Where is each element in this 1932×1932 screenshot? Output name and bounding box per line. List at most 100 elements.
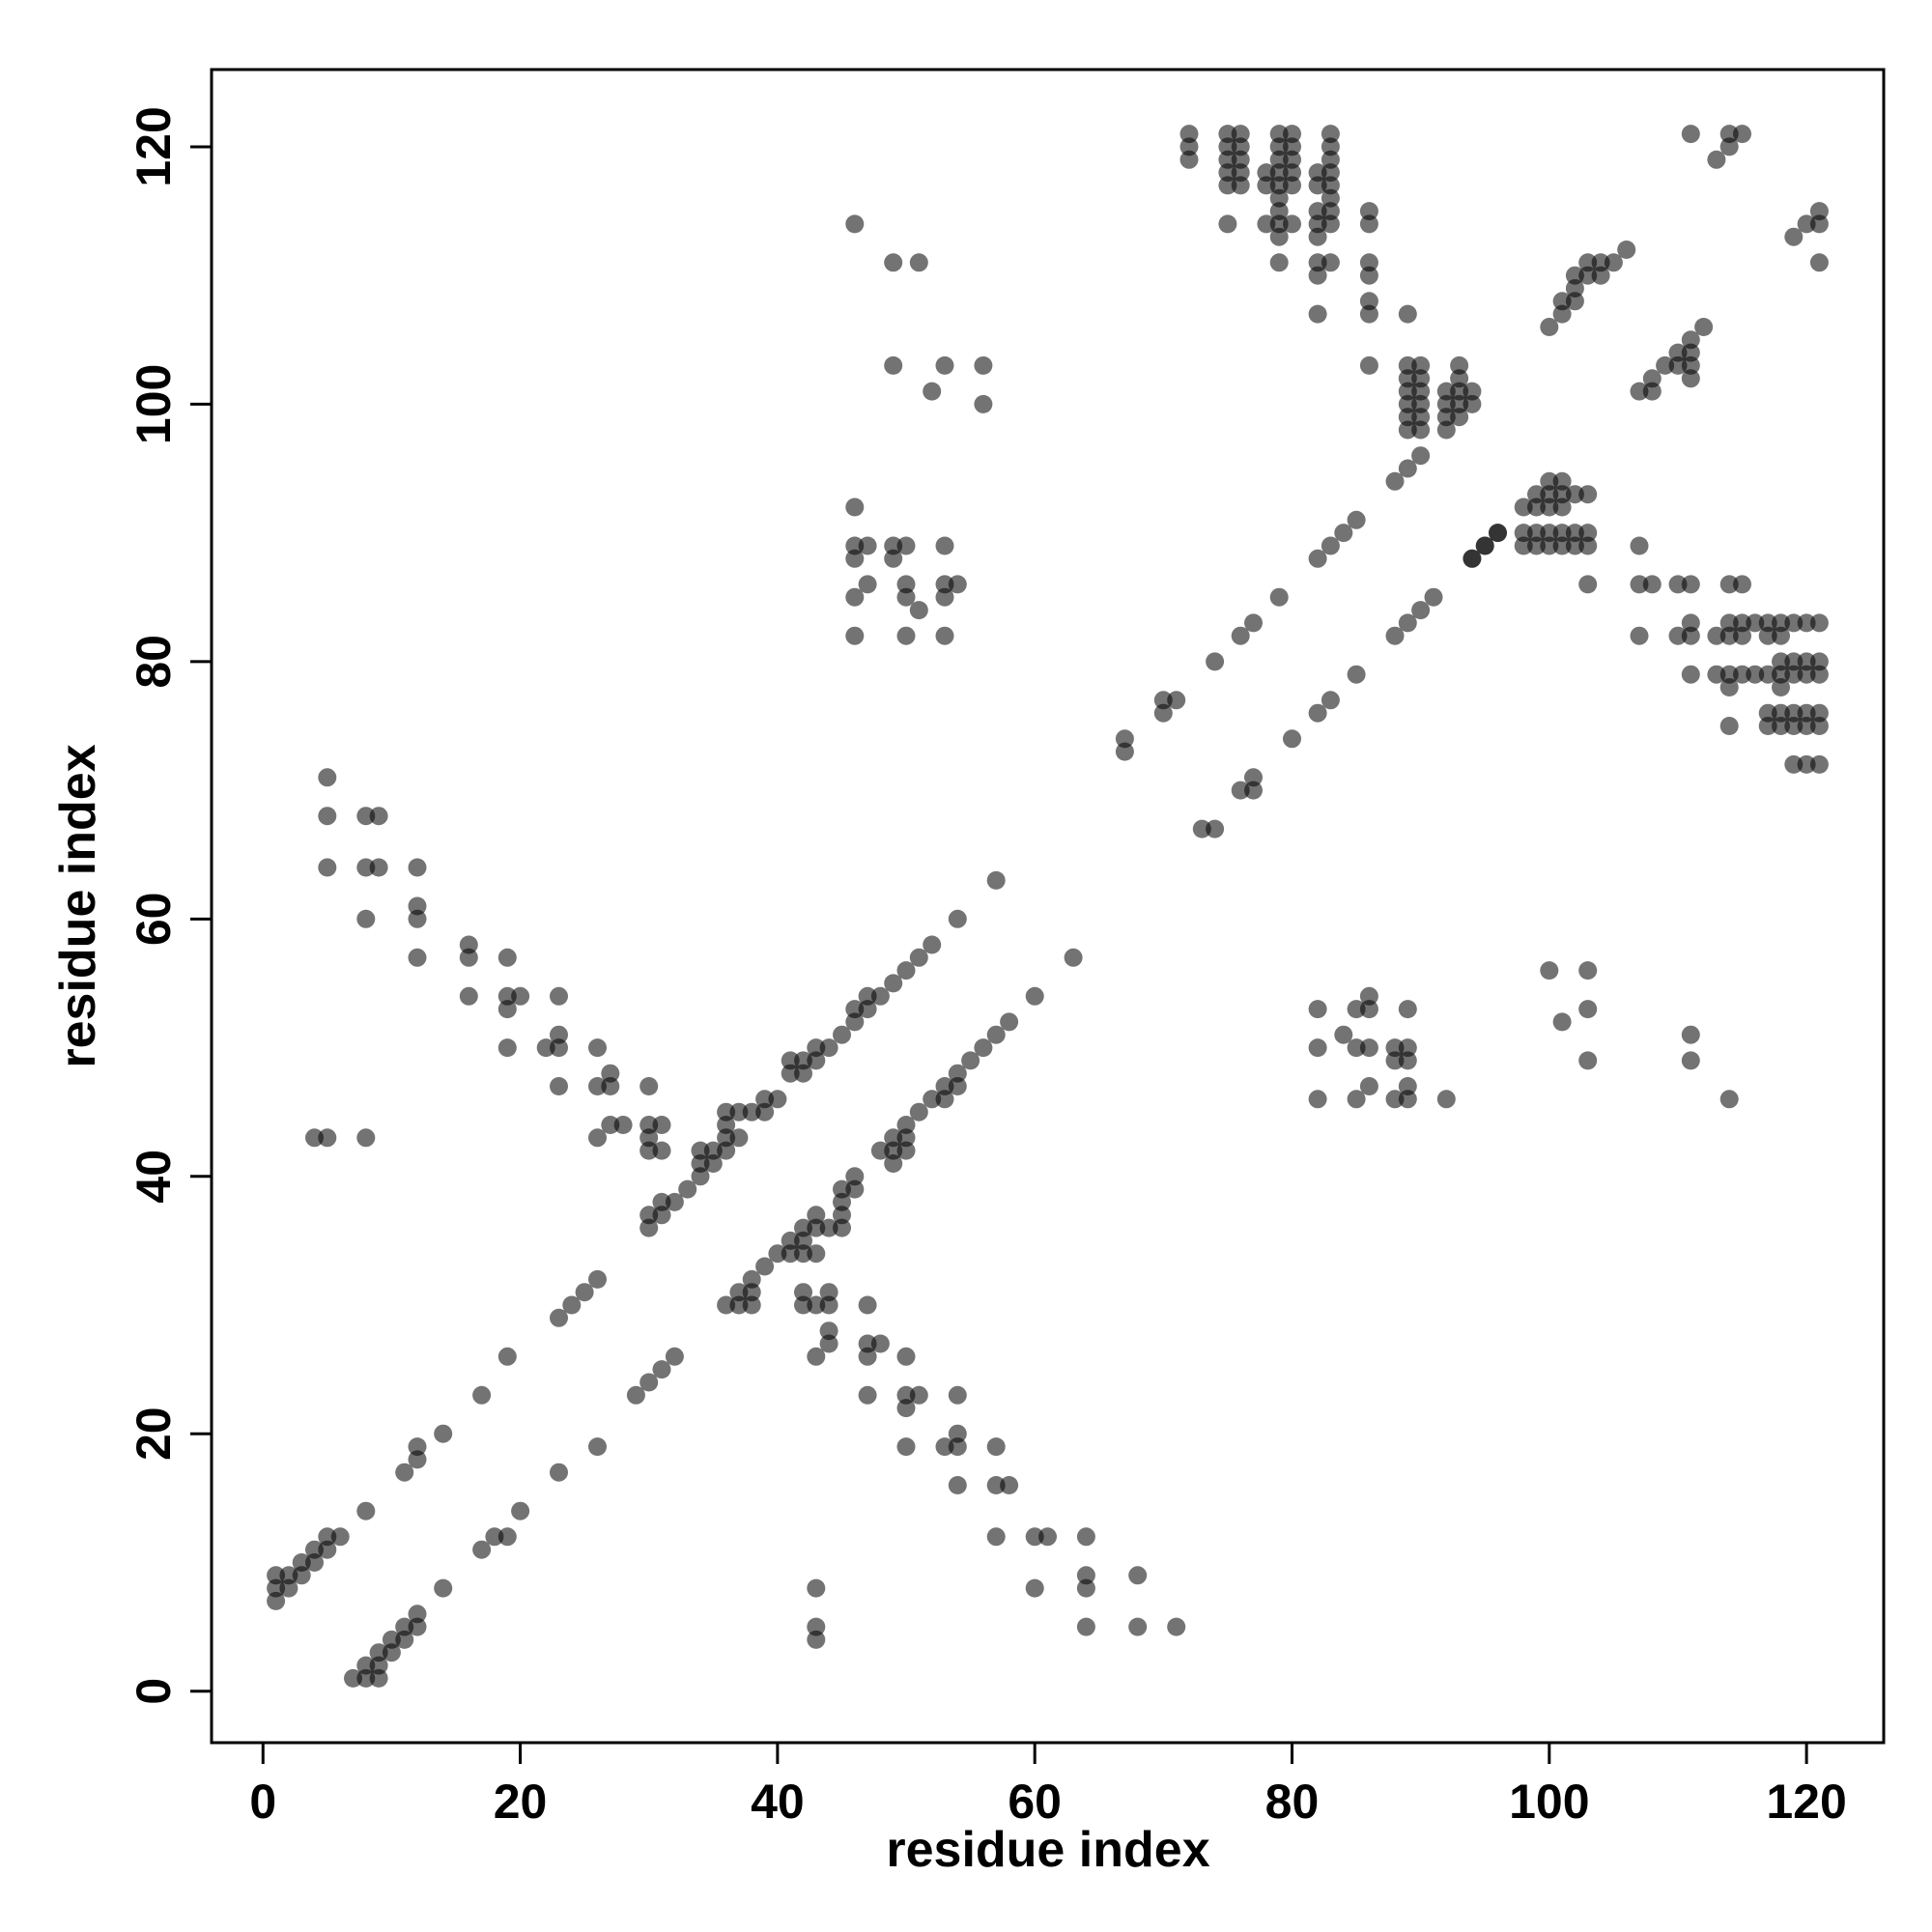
data-point: [845, 1179, 865, 1199]
data-point: [575, 1283, 594, 1302]
data-point: [292, 1566, 311, 1585]
data-point: [1398, 1090, 1417, 1109]
data-point: [948, 1385, 967, 1405]
data-point: [935, 1437, 954, 1457]
data-point: [1475, 536, 1494, 555]
data-point: [601, 1077, 620, 1095]
data-point: [1000, 1012, 1019, 1032]
data-point: [1025, 986, 1044, 1006]
data-point: [1552, 292, 1572, 311]
data-point: [1681, 330, 1700, 350]
data-point: [1424, 587, 1443, 607]
data-point: [356, 1128, 376, 1148]
data-point: [1218, 214, 1237, 234]
data-point: [1359, 202, 1378, 221]
data-point: [1411, 369, 1431, 388]
data-point: [703, 1154, 723, 1173]
data-point: [318, 768, 337, 787]
data-point: [1797, 717, 1816, 735]
data-point: [742, 1295, 761, 1315]
data-point: [652, 1116, 671, 1134]
data-point: [1463, 394, 1482, 413]
data-point: [1809, 665, 1829, 684]
data-point: [961, 1051, 980, 1070]
data-point: [1206, 652, 1225, 671]
data-point: [1321, 202, 1340, 221]
data-point: [1321, 176, 1340, 195]
data-point: [1784, 703, 1804, 723]
x-tick-label: 80: [1265, 1775, 1320, 1829]
data-point: [497, 986, 517, 1006]
data-point: [781, 1064, 800, 1083]
data-point: [896, 626, 916, 645]
data-point: [1719, 137, 1739, 156]
data-point: [1359, 266, 1378, 285]
data-point: [356, 1668, 376, 1688]
data-point: [1463, 549, 1482, 568]
data-point: [986, 1437, 1006, 1457]
data-point: [1809, 717, 1829, 735]
data-point: [819, 1218, 838, 1237]
data-point: [1153, 703, 1173, 723]
data-point: [845, 626, 865, 645]
data-point: [395, 1463, 414, 1482]
data-point: [909, 253, 928, 272]
data-point: [845, 536, 865, 555]
data-point: [1411, 382, 1431, 401]
data-point: [1321, 163, 1340, 183]
data-point: [1540, 497, 1559, 517]
data-point: [1321, 691, 1340, 710]
data-point: [807, 1630, 826, 1649]
data-point: [1809, 613, 1829, 633]
data-point: [1347, 1000, 1366, 1019]
data-point: [1231, 781, 1250, 800]
data-point: [1231, 626, 1250, 645]
data-point: [1038, 1527, 1057, 1547]
data-point: [691, 1167, 710, 1186]
data-point: [807, 1038, 826, 1058]
data-point: [896, 1128, 916, 1148]
data-point: [601, 1064, 620, 1083]
data-point: [1809, 253, 1829, 272]
data-point: [1179, 125, 1199, 144]
data-point: [1809, 652, 1829, 671]
data-point: [1681, 125, 1700, 144]
data-point: [833, 1025, 851, 1044]
data-point: [1565, 292, 1584, 311]
data-point: [1681, 613, 1700, 633]
data-point: [935, 575, 954, 594]
data-point: [1076, 1578, 1095, 1598]
data-point: [896, 536, 916, 555]
data-point: [845, 497, 865, 517]
data-point: [1321, 188, 1340, 208]
data-point: [935, 1090, 954, 1109]
data-point: [459, 986, 478, 1006]
data-point: [870, 1141, 890, 1160]
x-tick-label: 120: [1766, 1775, 1846, 1829]
data-point: [1642, 382, 1662, 401]
data-point: [923, 382, 942, 401]
data-point: [408, 1450, 427, 1469]
data-point: [639, 1077, 659, 1095]
data-point: [948, 1064, 967, 1083]
data-point: [652, 1192, 671, 1211]
data-point: [497, 1527, 517, 1547]
data-point: [395, 1630, 414, 1649]
data-point: [1733, 626, 1751, 645]
data-point: [1269, 150, 1289, 169]
data-point: [1681, 575, 1700, 594]
data-point: [896, 1437, 916, 1457]
data-point: [1642, 575, 1662, 594]
data-point: [1527, 497, 1546, 517]
data-point: [459, 948, 478, 967]
data-point: [1809, 202, 1829, 221]
data-point: [1772, 703, 1790, 723]
data-point: [267, 1566, 286, 1585]
data-point: [819, 1334, 838, 1353]
data-point: [948, 1437, 967, 1457]
data-point: [1772, 652, 1790, 671]
data-point: [1797, 613, 1816, 633]
data-point: [497, 1347, 517, 1366]
data-point: [369, 1668, 388, 1688]
data-point: [408, 909, 427, 928]
